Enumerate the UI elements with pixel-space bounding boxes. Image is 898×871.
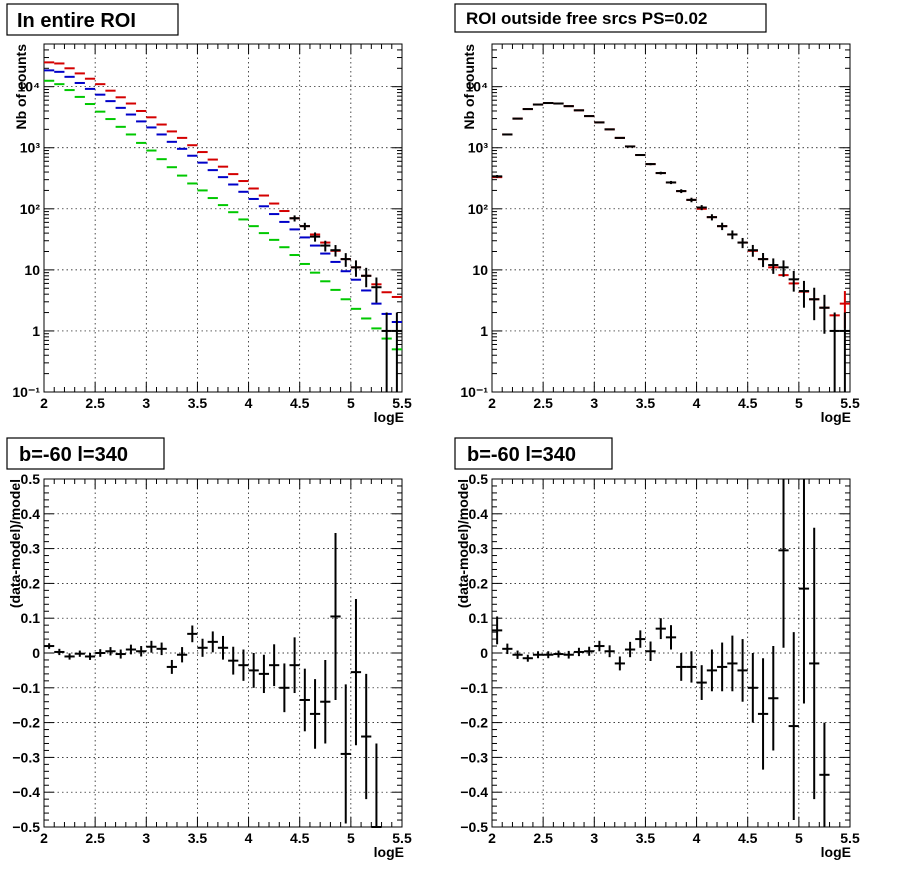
- panel-title-box: [454, 437, 613, 470]
- y-tick-label: 0.1: [21, 610, 41, 626]
- y-tick-label: 10³: [20, 140, 41, 156]
- panel-title-box: [6, 437, 165, 470]
- y-tick-label: −0.1: [12, 680, 40, 696]
- y-tick-label: 10⁻¹: [12, 384, 40, 400]
- x-tick-label: 2: [40, 830, 48, 846]
- x-tick-label: 2: [488, 830, 496, 846]
- x-tick-label: 4: [693, 395, 701, 411]
- panel-bottom-right: 2 2.5 3 3.5 4 4.5 5 5.5 −0.5 −0.4 −0.3 −0.2 −0.1 0 0.1…: [454, 437, 860, 860]
- plot-frame: [491, 43, 851, 393]
- x-tick-label: 3: [590, 395, 598, 411]
- y-tick-label: 0: [480, 645, 488, 661]
- y-tick-label: 0: [32, 645, 40, 661]
- plot-area: 2 2.5 3 3.5 4 4.5 5 5.5 −0.5 −0.4 −0.3 −0.2 −0.1 0 0.1…: [12, 471, 412, 846]
- x-tick-label: 3.5: [188, 395, 208, 411]
- y-tick-label: 0.3: [21, 541, 41, 557]
- x-tick-label: 3.5: [636, 830, 656, 846]
- x-tick-label: 2: [40, 395, 48, 411]
- x-tick-label: 3: [142, 830, 150, 846]
- x-axis-label: logE: [821, 409, 851, 425]
- y-tick-label: −0.3: [460, 749, 488, 765]
- y-tick-label: 0.4: [21, 506, 41, 522]
- x-tick-label: 4: [693, 830, 701, 846]
- y-tick-label: 10⁴: [18, 79, 41, 95]
- plot-area: 2 2.5 3 3.5 4 4.5 5 5.5 10⁻¹ 1 10 10² 10³ 10⁴: [460, 43, 860, 411]
- y-tick-label: 10²: [20, 201, 41, 217]
- x-tick-label: 5: [347, 830, 355, 846]
- y-tick-label: 0.4: [469, 506, 489, 522]
- y-tick-label: 0.1: [469, 610, 489, 626]
- y-tick-label: 0.3: [469, 541, 489, 557]
- y-tick-label: −0.4: [460, 784, 488, 800]
- x-tick-label: 3.5: [636, 395, 656, 411]
- x-axis-label: logE: [374, 844, 404, 860]
- plot-frame: [491, 478, 851, 828]
- y-tick-label: −0.5: [460, 819, 488, 835]
- panel-top-right: 2 2.5 3 3.5 4 4.5 5 5.5 10⁻¹ 1 10 10² 10³ 10⁴ ROI out…: [454, 3, 860, 425]
- y-axis-label: Nb of counts: [461, 44, 477, 130]
- x-axis-label: logE: [374, 409, 404, 425]
- x-tick-label: 5.5: [392, 830, 412, 846]
- plot-area: 2 2.5 3 3.5 4 4.5 5 5.5 −0.5 −0.4 −0.3 −0.2 −0.1 0 0.1…: [460, 471, 860, 846]
- y-tick-label: 10⁻¹: [460, 384, 488, 400]
- y-tick-label: 10: [472, 262, 488, 278]
- panel-title: b=-60 l=340: [467, 444, 576, 466]
- y-axis-label: (data-model)/model: [7, 479, 23, 608]
- panel-title: b=-60 l=340: [19, 444, 128, 466]
- x-tick-label: 4: [245, 395, 253, 411]
- x-tick-label: 4.5: [290, 830, 310, 846]
- y-axis-label: Nb of counts: [13, 44, 29, 130]
- panel-title: In entire ROI: [17, 10, 136, 32]
- y-tick-label: 0.2: [469, 575, 489, 591]
- x-tick-label: 5.5: [840, 395, 860, 411]
- x-tick-label: 2.5: [85, 395, 105, 411]
- y-tick-label: 0.5: [469, 471, 489, 487]
- panel-title-box: [454, 3, 767, 33]
- x-tick-label: 2.5: [533, 395, 553, 411]
- x-tick-label: 5.5: [392, 395, 412, 411]
- y-tick-label: −0.5: [12, 819, 40, 835]
- panel-title-box: [6, 3, 179, 36]
- y-tick-label: −0.2: [460, 715, 488, 731]
- y-tick-label: 10²: [468, 201, 489, 217]
- x-tick-label: 4.5: [738, 830, 758, 846]
- y-tick-label: 10⁴: [466, 79, 489, 95]
- x-tick-label: 4.5: [290, 395, 310, 411]
- x-tick-label: 3: [590, 830, 598, 846]
- y-tick-label: 0.2: [21, 575, 41, 591]
- y-tick-label: 1: [480, 323, 488, 339]
- x-tick-label: 5.5: [840, 830, 860, 846]
- x-tick-label: 3: [142, 395, 150, 411]
- x-tick-label: 5: [347, 395, 355, 411]
- y-tick-label: −0.1: [460, 680, 488, 696]
- y-axis-label: (data-model)/model: [455, 479, 471, 608]
- y-tick-label: 1: [32, 323, 40, 339]
- y-tick-label: −0.2: [12, 715, 40, 731]
- x-tick-label: 2.5: [533, 830, 553, 846]
- x-tick-label: 2.5: [85, 830, 105, 846]
- x-tick-label: 4.5: [738, 395, 758, 411]
- y-tick-label: −0.3: [12, 749, 40, 765]
- panel-title: ROI outside free srcs PS=0.02: [466, 9, 707, 28]
- plot-area: 2 2.5 3 3.5 4 4.5 5 5.5 10⁻¹ 1 10 10² 10³ 10⁴: [12, 43, 412, 411]
- plot-frame: [43, 43, 403, 393]
- x-tick-label: 3.5: [188, 830, 208, 846]
- x-tick-label: 4: [245, 830, 253, 846]
- panel-bottom-left: 2 2.5 3 3.5 4 4.5 5 5.5 −0.5 −0.4 −0.3 −0.2 −0.1 0 0.1…: [6, 437, 412, 860]
- x-tick-label: 5: [795, 395, 803, 411]
- y-tick-label: −0.4: [12, 784, 40, 800]
- y-tick-label: 10³: [468, 140, 489, 156]
- y-tick-label: 0.5: [21, 471, 41, 487]
- x-axis-label: logE: [821, 844, 851, 860]
- x-tick-label: 2: [488, 395, 496, 411]
- x-tick-label: 5: [795, 830, 803, 846]
- panel-top-left: 2 2.5 3 3.5 4 4.5 5 5.5 10⁻¹ 1 10 10² 10³ 10⁴ In enti…: [6, 3, 412, 425]
- y-tick-label: 10: [24, 262, 40, 278]
